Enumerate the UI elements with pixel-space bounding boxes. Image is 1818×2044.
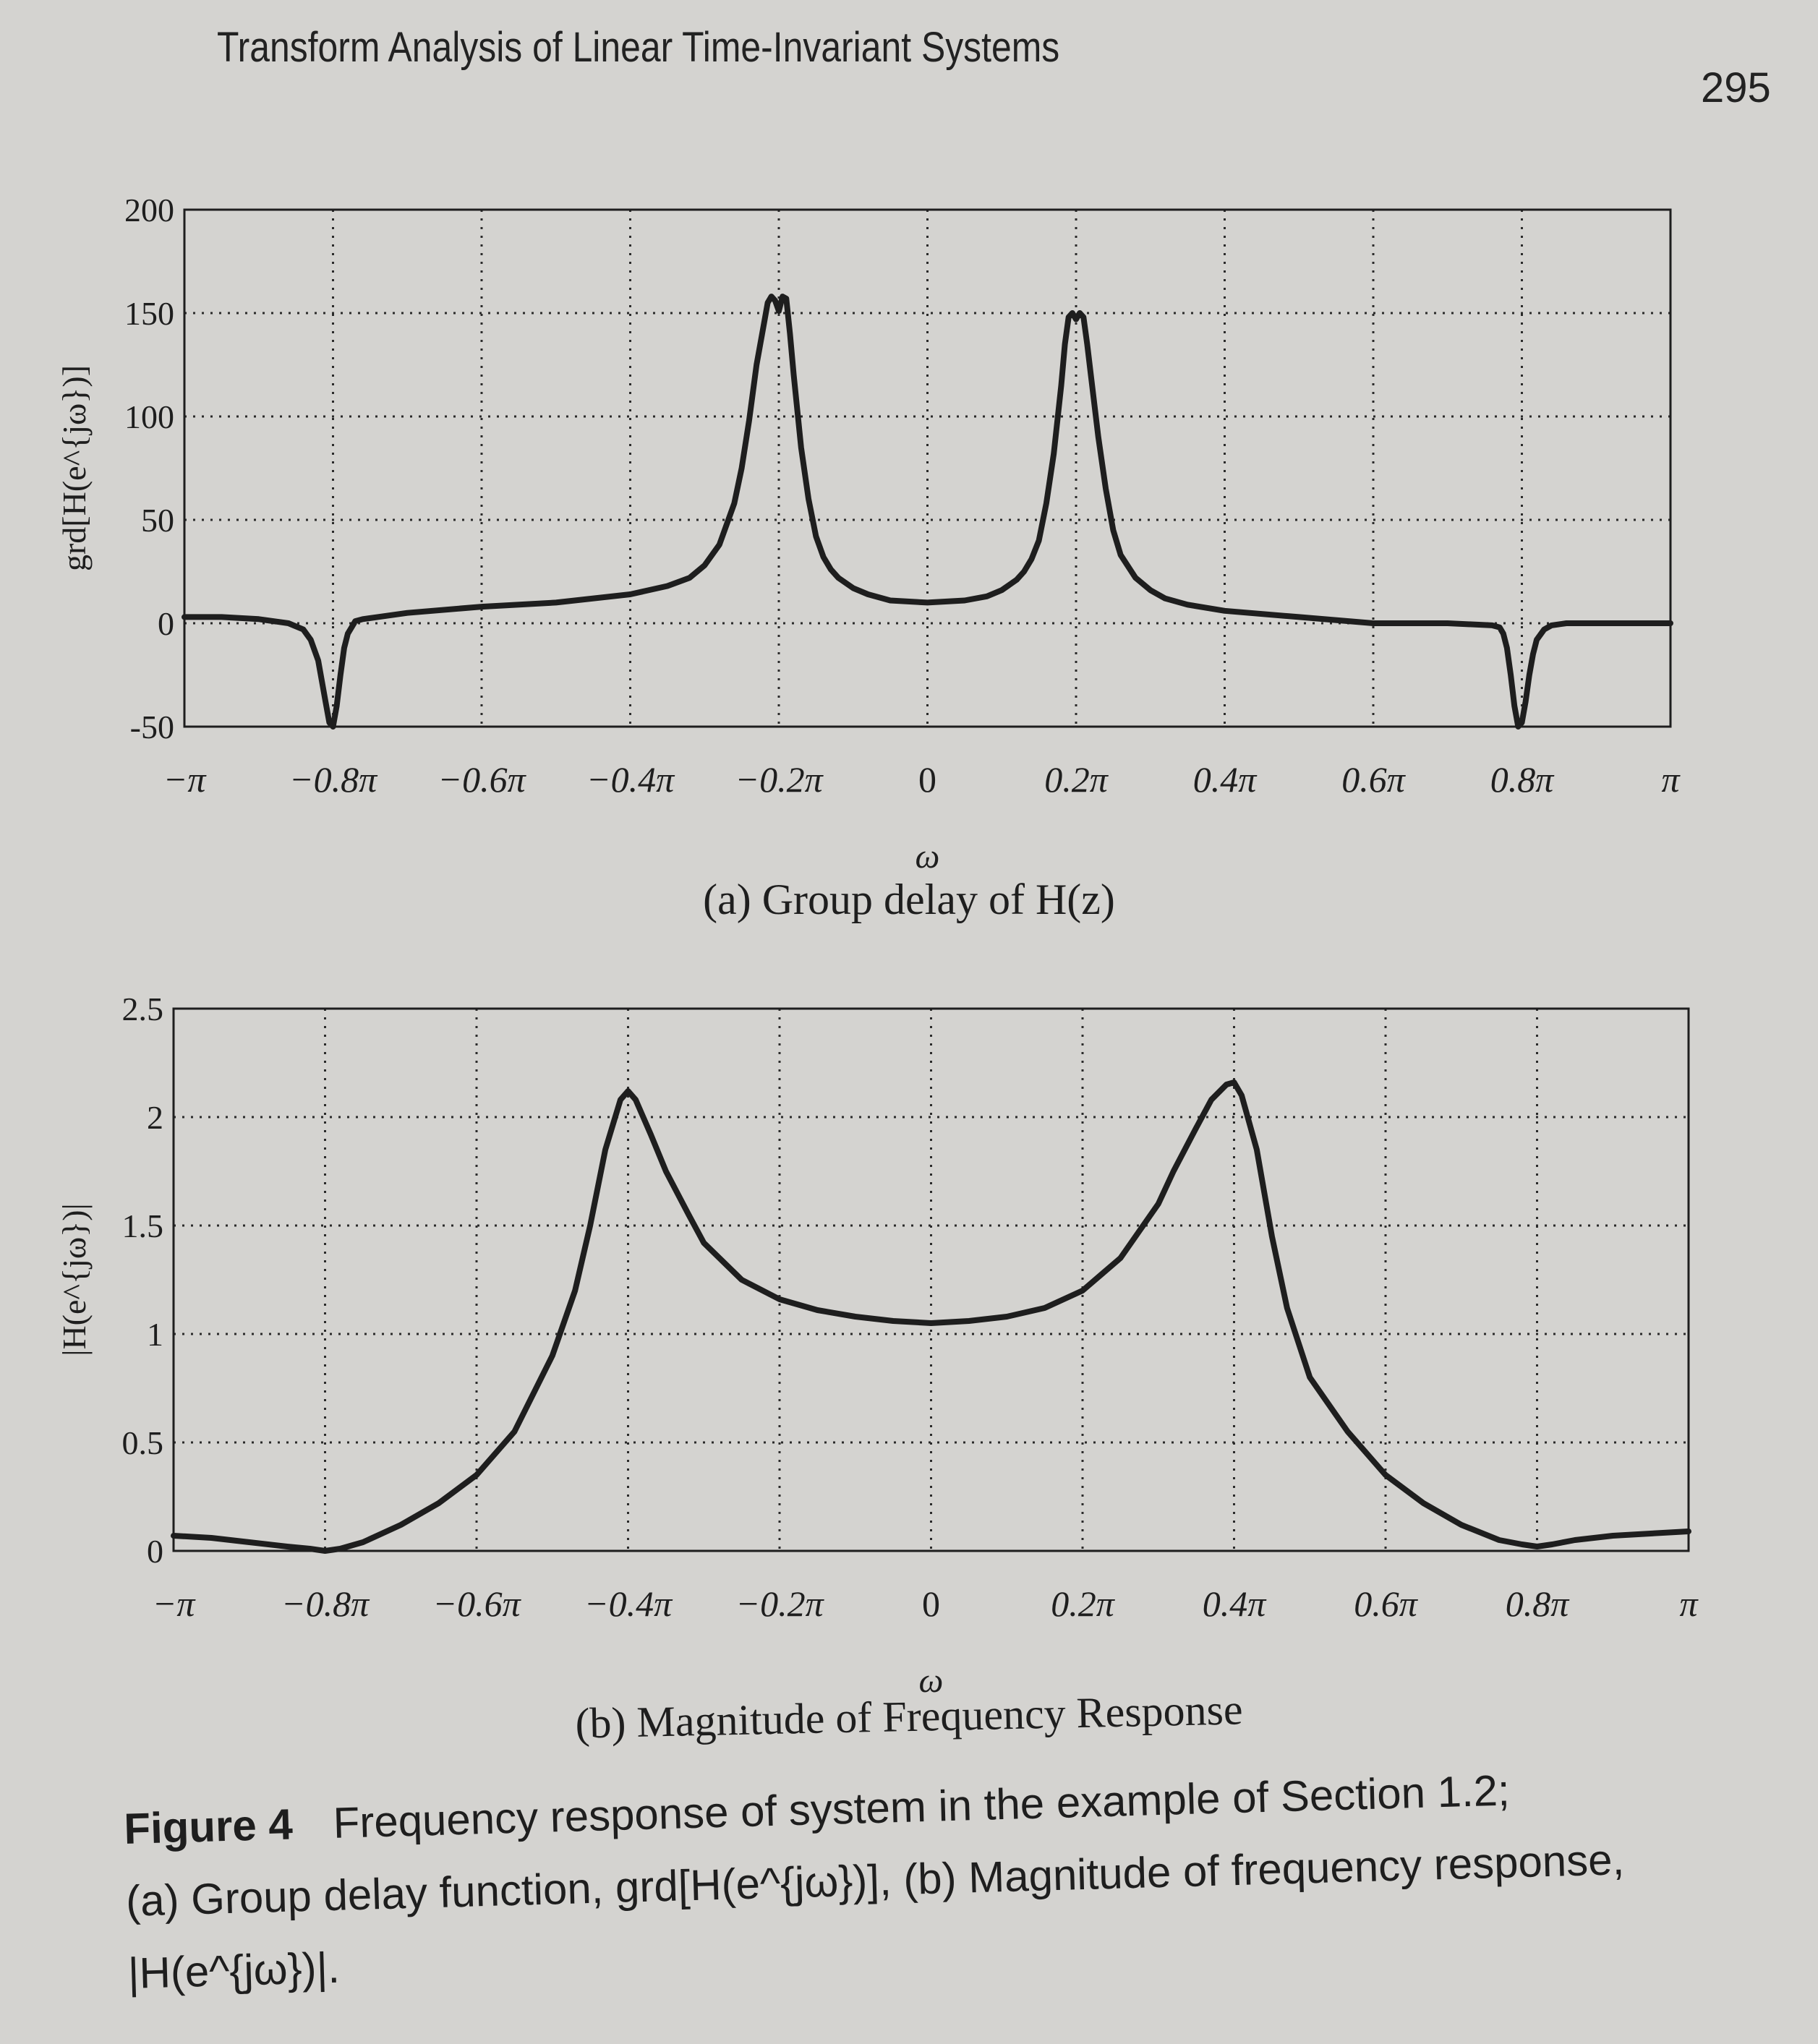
subcaption-b-text: (b) Magnitude of Frequency Response <box>574 1685 1244 1748</box>
series-line-0 <box>182 294 1673 730</box>
y-axis-label: |H(e^{jω})| <box>56 1203 93 1356</box>
subcaption-a: (a) Group delay of H(z) <box>0 875 1818 925</box>
x-tick-label: 0.8π <box>1490 759 1555 800</box>
x-tick-label: 0.4π <box>1193 759 1258 800</box>
y-tick-label: 2.5 <box>122 991 164 1027</box>
x-tick-label: 0.6π <box>1341 759 1407 800</box>
y-tick-label: 1 <box>147 1316 163 1353</box>
y-tick-label: 150 <box>124 295 174 332</box>
x-tick-label: −π <box>153 1583 197 1624</box>
figure-caption: Figure 4 Frequency response of system in … <box>123 1747 1777 2010</box>
series-line-0 <box>171 1079 1691 1554</box>
figure-label: Figure 4 <box>123 1800 294 1853</box>
magnitude-chart: −π −0.8π −0.6π −0.4π −0.2π 0 0.2π 0.4π 0.6π 0.8π π… <box>56 991 1699 1700</box>
y-axis-label: grd[H(e^{jω})] <box>56 365 93 571</box>
x-tick-label: −0.8π <box>289 759 378 800</box>
y-tick-label: 200 <box>124 192 174 228</box>
x-tick-label: 0.6π <box>1354 1583 1419 1624</box>
x-tick-label: π <box>1679 1583 1699 1624</box>
y-tick-label: 50 <box>141 502 174 539</box>
x-tick-label: −0.6π <box>438 759 526 800</box>
y-tick-label: 100 <box>124 398 174 435</box>
x-tick-label: −0.6π <box>432 1583 521 1624</box>
subcaption-a-text: (a) Group delay of H(z) <box>703 876 1115 923</box>
x-tick-label: −0.2π <box>735 1583 824 1624</box>
page-number: 295 <box>1701 64 1771 111</box>
x-tick-label: 0.2π <box>1044 759 1109 800</box>
x-tick-label: 0.8π <box>1506 1583 1571 1624</box>
x-tick-label: −π <box>163 759 208 800</box>
y-tick-label: -50 <box>130 709 174 745</box>
group-delay-chart: −π −0.8π −0.6π −0.4π −0.2π 0 0.2π 0.4π 0.6π 0.8π π… <box>56 192 1681 876</box>
y-tick-label: 0 <box>158 605 174 642</box>
x-tick-label: 0 <box>922 1583 940 1624</box>
y-tick-label: 2 <box>147 1099 163 1136</box>
x-tick-label: 0.4π <box>1203 1583 1268 1624</box>
y-tick-label: 1.5 <box>122 1207 164 1244</box>
y-tick-label: 0 <box>147 1533 163 1570</box>
x-tick-label: −0.4π <box>586 759 675 800</box>
subcaption-b: (b) Magnitude of Frequency Response <box>0 1673 1818 1761</box>
plot-frame <box>183 208 1672 728</box>
plot-frame <box>172 1007 1690 1552</box>
x-axis-label: ω <box>919 1662 944 1700</box>
x-tick-label: π <box>1661 759 1681 800</box>
x-tick-label: 0 <box>918 759 936 800</box>
x-tick-label: −0.2π <box>735 759 824 800</box>
x-tick-label: −0.8π <box>281 1583 370 1624</box>
x-tick-label: −0.4π <box>584 1583 673 1624</box>
running-header-title: Transform Analysis of Linear Time-Invari… <box>217 24 1060 71</box>
x-tick-label: 0.2π <box>1051 1583 1116 1624</box>
x-axis-label: ω <box>916 837 940 876</box>
y-tick-label: 0.5 <box>122 1424 164 1461</box>
